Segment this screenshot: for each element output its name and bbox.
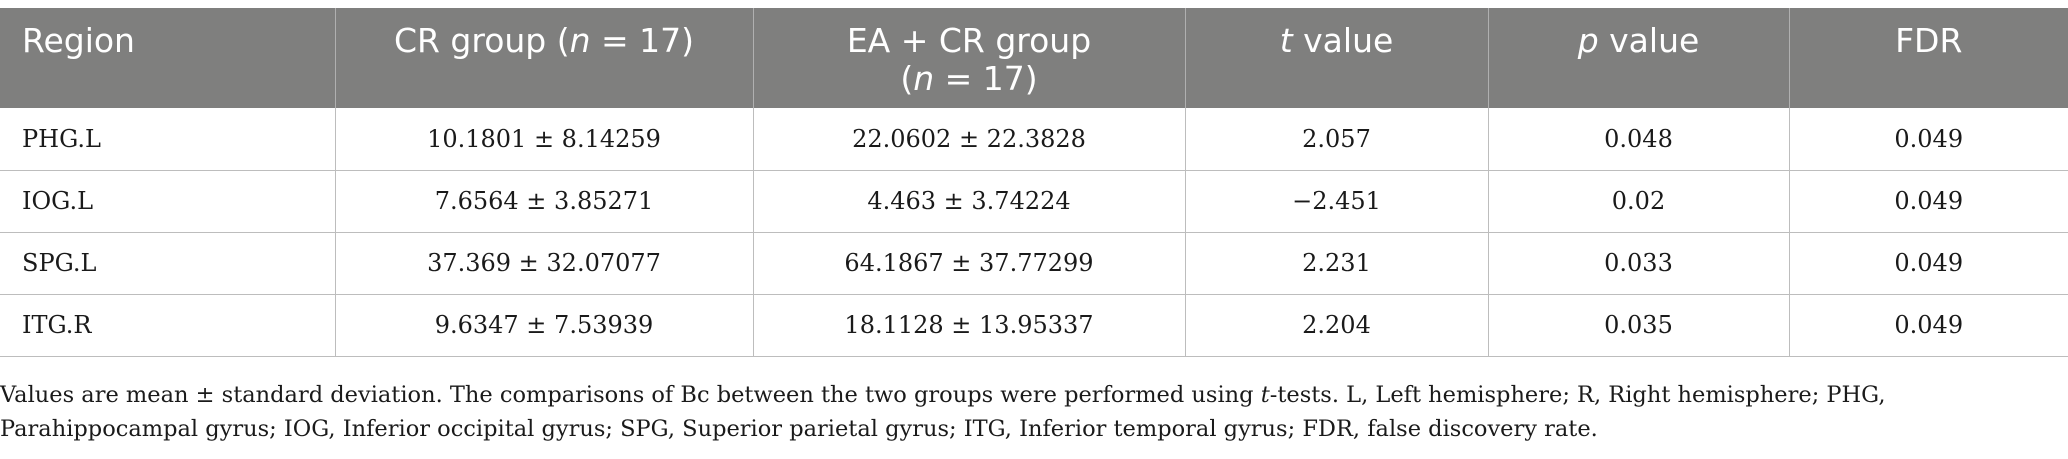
cell-eacr: 18.1128 ± 13.95337 (752, 294, 1185, 357)
cell-t: 2.057 (1184, 108, 1488, 171)
cell-fdr: 0.049 (1788, 232, 2068, 295)
results-table-container: Region CR group (n = 17) EA + CR group (n… (0, 8, 2068, 357)
header-eacr-pre: ( (900, 59, 914, 98)
cell-region: PHG.L (0, 108, 335, 171)
header-eacr-post: = 17) (934, 59, 1038, 98)
cell-p: 0.048 (1487, 108, 1789, 171)
cell-p: 0.035 (1487, 294, 1789, 357)
cell-t: 2.231 (1184, 232, 1488, 295)
cell-region: SPG.L (0, 232, 335, 295)
header-p-value: p value (1487, 8, 1789, 108)
header-cr-n: n (569, 21, 591, 60)
header-region-text: Region (22, 21, 135, 60)
cell-p: 0.033 (1487, 232, 1789, 295)
cell-cr: 10.1801 ± 8.14259 (334, 108, 753, 171)
table-row: ITG.R 9.6347 ± 7.53939 18.1128 ± 13.9533… (0, 294, 2068, 357)
cell-t: 2.204 (1184, 294, 1488, 357)
header-p-var: p (1577, 21, 1599, 60)
cell-fdr: 0.049 (1788, 108, 2068, 171)
cell-region: ITG.R (0, 294, 335, 357)
table-row: PHG.L 10.1801 ± 8.14259 22.0602 ± 22.382… (0, 108, 2068, 171)
header-eacr-n: n (913, 59, 935, 98)
header-cr-pre: CR group ( (393, 21, 570, 60)
cell-p: 0.02 (1487, 170, 1789, 233)
cell-cr: 9.6347 ± 7.53939 (334, 294, 753, 357)
table-footnote: Values are mean ± standard deviation. Th… (0, 378, 2060, 446)
results-table: Region CR group (n = 17) EA + CR group (n… (0, 8, 2068, 357)
header-cr-post: = 17) (590, 21, 695, 60)
header-eacr-group: EA + CR group (n = 17) (752, 8, 1185, 108)
footnote-t-var: t (1260, 382, 1270, 408)
footnote-part1: Values are mean ± standard deviation. Th… (0, 382, 1261, 408)
footnote-part2: -tests. L, Left hemisphere; R, Right hem… (0, 382, 1886, 442)
cell-fdr: 0.049 (1788, 170, 2068, 233)
cell-cr: 7.6564 ± 3.85271 (334, 170, 753, 233)
table-row: SPG.L 37.369 ± 32.07077 64.1867 ± 37.772… (0, 232, 2068, 295)
header-region: Region (0, 8, 335, 108)
header-eacr-line1: EA + CR group (846, 21, 1092, 60)
header-t-var: t (1279, 21, 1293, 60)
header-t-value: t value (1184, 8, 1488, 108)
header-p-rest: value (1598, 21, 1700, 60)
cell-fdr: 0.049 (1788, 294, 2068, 357)
table-body: PHG.L 10.1801 ± 8.14259 22.0602 ± 22.382… (0, 108, 2068, 357)
header-t-rest: value (1292, 21, 1394, 60)
table-row: IOG.L 7.6564 ± 3.85271 4.463 ± 3.74224 −… (0, 170, 2068, 233)
header-fdr-text: FDR (1895, 21, 1963, 60)
cell-eacr: 22.0602 ± 22.3828 (752, 108, 1185, 171)
header-row: Region CR group (n = 17) EA + CR group (n… (0, 8, 2068, 108)
table-header: Region CR group (n = 17) EA + CR group (n… (0, 8, 2068, 108)
cell-t: −2.451 (1184, 170, 1488, 233)
cell-eacr: 64.1867 ± 37.77299 (752, 232, 1185, 295)
header-fdr: FDR (1788, 8, 2068, 108)
cell-region: IOG.L (0, 170, 335, 233)
cell-eacr: 4.463 ± 3.74224 (752, 170, 1185, 233)
cell-cr: 37.369 ± 32.07077 (334, 232, 753, 295)
header-cr-group: CR group (n = 17) (334, 8, 753, 108)
